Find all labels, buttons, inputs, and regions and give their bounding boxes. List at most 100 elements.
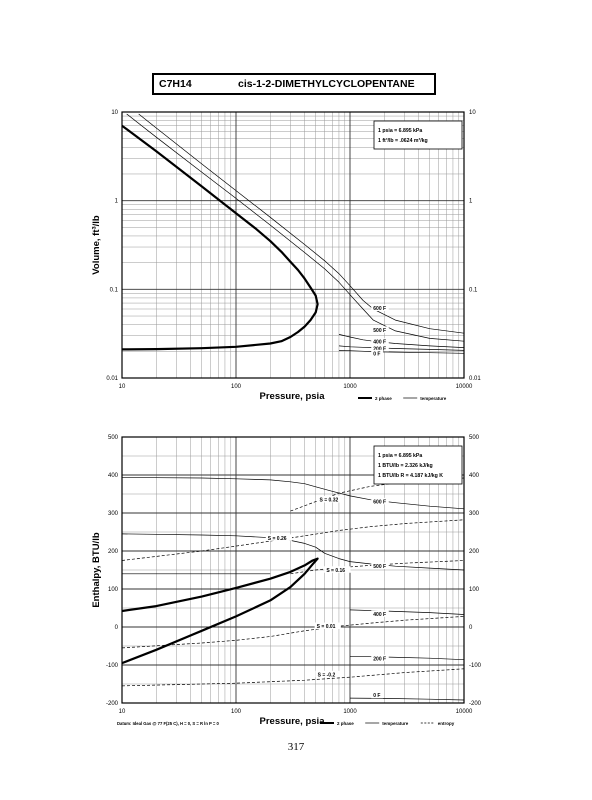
legend-label: 2 phase <box>337 721 354 726</box>
y-tick-label: 0 <box>115 625 119 631</box>
y-tick-label-right: 0.01 <box>469 376 481 382</box>
curve-label: S = -0.2 <box>318 672 336 678</box>
curve-label: S = 0.26 <box>268 536 287 542</box>
curve-label: 400 F <box>373 340 386 346</box>
volume-pressure-chart: 10 100 1000 10000 0.01 0.01 0.1 0.1 1 1 10 10 600 F 5… <box>91 110 481 402</box>
grid-lines <box>121 111 465 379</box>
y-tick-label-right: 200 <box>469 549 480 555</box>
y-tick-label: 0.01 <box>106 376 118 382</box>
y-tick-label-right: 1 <box>469 199 473 205</box>
y-axis-label: Volume, ft³/lb <box>91 215 102 275</box>
x-tick-label: 1000 <box>343 384 357 390</box>
annotation-background <box>371 349 383 357</box>
curve-label: 500 F <box>373 564 386 570</box>
y-tick-label-right: -100 <box>469 663 482 669</box>
two-phase-curve <box>121 557 319 665</box>
chemical-formula: C7H14 <box>159 78 192 90</box>
datum-footnote: Datum: Ideal Gas @ 77 F(25 C), H = 0, S … <box>117 721 220 726</box>
curve-label: 200 F <box>373 346 386 352</box>
curve-label: 600 F <box>373 499 386 505</box>
annotation-background <box>315 670 342 678</box>
annotation-background <box>317 495 344 503</box>
entropy-line <box>121 616 465 649</box>
y-tick-label-right: 400 <box>469 473 480 479</box>
x-axis-label: Pressure, psia <box>260 391 326 402</box>
annotation-background <box>371 691 383 699</box>
temperature-line <box>122 477 465 510</box>
y-tick-label-right: 300 <box>469 511 480 517</box>
temperature-line <box>338 334 465 348</box>
y-tick-label-right: 0 <box>469 625 473 631</box>
curve-label: 200 F <box>373 656 386 662</box>
curve-label: 0 F <box>373 351 380 357</box>
curve-label: S = 0.16 <box>326 568 345 574</box>
unit-conversion-text: 1 BTU/lb = 2.326 kJ/kg <box>378 463 433 469</box>
y-tick-label-right: 500 <box>469 435 480 441</box>
unit-conversion-text: 1 BTU/lb R = 4.187 kJ/kg K <box>378 473 443 479</box>
temperature-line <box>349 655 465 661</box>
unit-conversion-text: 1 psia = 6.895 kPa <box>378 128 422 134</box>
curve-label: S = 0.32 <box>319 497 338 503</box>
curve-label: 500 F <box>373 328 386 334</box>
temperature-line <box>138 113 465 334</box>
temperature-line <box>126 113 465 342</box>
entropy-line <box>121 668 465 687</box>
y-axis-label: Enthalpy, BTU/lb <box>91 532 102 607</box>
temperature-line <box>349 697 465 701</box>
legend-label: temperature <box>382 721 409 726</box>
y-tick-label: 1 <box>115 199 119 205</box>
annotation-background <box>371 497 389 505</box>
x-tick-label: 100 <box>231 709 242 715</box>
unit-conversion-text: 1 psia = 6.895 kPa <box>378 453 422 459</box>
annotation-background <box>265 534 292 541</box>
y-tick-label-right: 100 <box>469 587 480 593</box>
y-tick-label-right: 0.1 <box>469 287 478 293</box>
x-tick-label: 10000 <box>456 709 473 715</box>
annotation-background <box>371 654 389 662</box>
page-number: 317 <box>287 741 305 753</box>
curve-label: 600 F <box>373 306 386 312</box>
x-axis-label: Pressure, psia <box>260 716 326 727</box>
plot-frame <box>121 111 465 379</box>
curve-label: 0 F <box>373 693 380 699</box>
y-tick-label: -200 <box>106 701 119 707</box>
compound-header: C7H14 cis-1-2-DIMETHYLCYCLOPENTANE <box>152 73 436 95</box>
entropy-line <box>290 560 465 575</box>
curve-label: 400 F <box>373 612 386 618</box>
x-tick-label: 10000 <box>456 384 473 390</box>
y-tick-label: 200 <box>108 549 119 555</box>
legend-label: temperature <box>420 396 447 401</box>
y-tick-label-right: 10 <box>469 110 476 116</box>
y-tick-label: 300 <box>108 511 119 517</box>
y-tick-label: 100 <box>108 587 119 593</box>
legend-label: 2 phase <box>375 396 392 401</box>
y-tick-label: -100 <box>106 663 119 669</box>
annotation-background <box>314 622 341 629</box>
y-tick-label: 400 <box>108 473 119 479</box>
entropy-line <box>121 519 465 561</box>
temperature-line <box>338 350 465 354</box>
compound-name: cis-1-2-DIMETHYLCYCLOPENTANE <box>238 78 415 90</box>
unit-conversion-box <box>373 445 463 485</box>
temperature-line <box>349 609 465 615</box>
x-tick-label: 1000 <box>343 709 357 715</box>
legend-label: entropy <box>438 721 455 726</box>
x-tick-label: 10 <box>119 384 126 390</box>
annotation-background <box>324 566 351 573</box>
x-tick-label: 10 <box>119 709 126 715</box>
annotation-background <box>371 344 389 352</box>
y-tick-label: 10 <box>111 110 118 116</box>
y-tick-label: 500 <box>108 435 119 441</box>
annotation-background <box>371 562 389 569</box>
annotation-background <box>371 338 389 345</box>
temperature-line <box>121 533 465 571</box>
annotation-background <box>371 610 389 617</box>
curve-label: S = 0.01 <box>317 624 336 630</box>
enthalpy-pressure-chart: 10 100 1000 10000 -200 -200 -100 -100 0 0 100 100 20… <box>91 435 482 727</box>
annotation-background <box>371 326 389 333</box>
two-phase-curve <box>121 124 319 351</box>
y-tick-label-right: -200 <box>469 701 482 707</box>
unit-conversion-box <box>373 120 463 150</box>
x-tick-label: 100 <box>231 384 242 390</box>
annotation-background <box>371 304 389 312</box>
